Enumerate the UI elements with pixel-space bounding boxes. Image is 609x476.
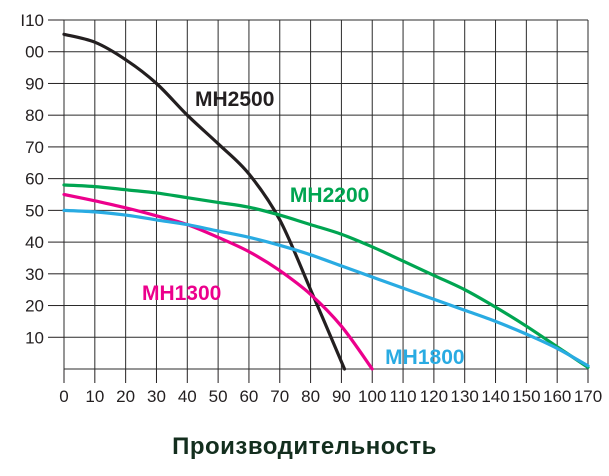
x-tick-label: 0 bbox=[59, 387, 68, 406]
x-tick-label: 80 bbox=[301, 387, 320, 406]
x-tick-label: 50 bbox=[209, 387, 228, 406]
curve-MH1800 bbox=[62, 208, 590, 368]
x-tick-label: 10 bbox=[85, 387, 104, 406]
curve-label-MH2200: MH2200 bbox=[290, 184, 369, 207]
x-tick-label: 40 bbox=[178, 387, 197, 406]
y-tick-label: 50 bbox=[25, 201, 44, 220]
y-tick-label: 20 bbox=[25, 297, 44, 316]
y-tick-label: I10 bbox=[20, 11, 44, 30]
x-tick-label: 150 bbox=[512, 387, 540, 406]
y-tick-label: 40 bbox=[25, 233, 44, 252]
curve-label-MH1800: MH1800 bbox=[385, 346, 464, 369]
y-tick-label: 30 bbox=[25, 265, 44, 284]
y-tick-label: 60 bbox=[25, 170, 44, 189]
x-tick-label: 60 bbox=[239, 387, 258, 406]
y-tick-label: 00 bbox=[25, 43, 44, 62]
curve-label-MH2500: MH2500 bbox=[195, 88, 274, 111]
x-tick-label: 140 bbox=[481, 387, 509, 406]
x-tick-label: 20 bbox=[116, 387, 135, 406]
y-tick-label: 80 bbox=[25, 106, 44, 125]
y-tick-label: 70 bbox=[25, 138, 44, 157]
curve-label-MH1300: MH1300 bbox=[142, 282, 221, 305]
x-axis-title: Производительность bbox=[172, 433, 437, 460]
x-tick-label: 100 bbox=[358, 387, 386, 406]
x-tick-label: 110 bbox=[390, 387, 417, 406]
x-tick-label: 170 bbox=[574, 387, 602, 406]
x-tick-label: 30 bbox=[147, 387, 166, 406]
x-tick-label: 120 bbox=[420, 387, 448, 406]
x-tick-label: 130 bbox=[451, 387, 479, 406]
y-tick-label: 90 bbox=[25, 74, 44, 93]
y-tick-label: 10 bbox=[25, 328, 44, 347]
curve-MH2200 bbox=[62, 183, 590, 369]
curve-MH2500 bbox=[62, 32, 347, 371]
curve-MH1300 bbox=[62, 192, 374, 371]
x-tick-label: 160 bbox=[543, 387, 571, 406]
x-tick-label: 90 bbox=[332, 387, 351, 406]
x-tick-label: 70 bbox=[270, 387, 289, 406]
